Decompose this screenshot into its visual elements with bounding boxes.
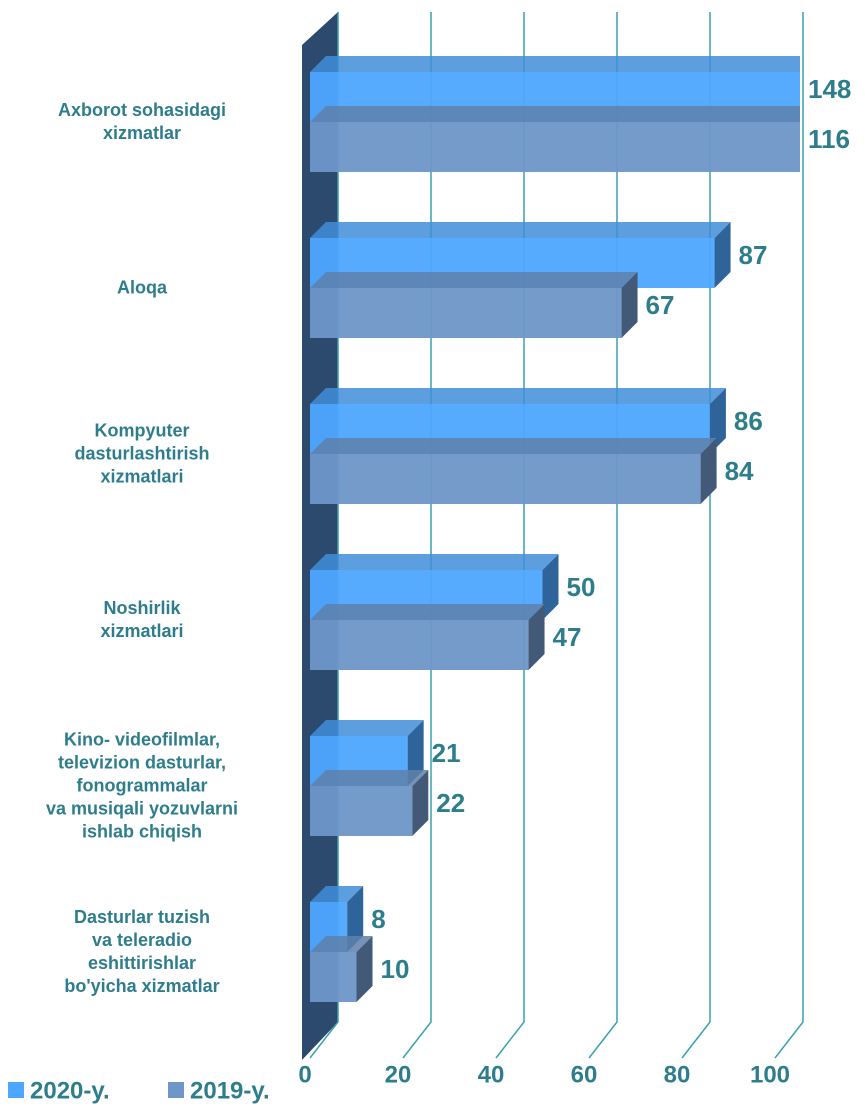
legend-label: 2019-y. <box>190 1077 270 1104</box>
bar-end <box>528 604 545 670</box>
bar-end <box>709 388 726 454</box>
grid-line <box>681 12 711 1059</box>
value-label: 50 <box>567 572 596 602</box>
grid-line <box>495 12 525 1059</box>
bar <box>310 288 622 338</box>
bar-end <box>714 222 731 288</box>
grid <box>309 12 804 1059</box>
bar-top <box>310 886 364 902</box>
value-label: 21 <box>432 738 461 768</box>
bar <box>310 786 413 836</box>
bar <box>310 620 529 670</box>
bar-top <box>310 438 717 454</box>
value-label: 116 <box>808 124 850 154</box>
value-label: 10 <box>381 954 410 984</box>
grid-line <box>402 12 432 1059</box>
bar-end <box>407 720 424 786</box>
value-label: 148 <box>808 74 851 104</box>
x-tick-label: 0 <box>298 1061 311 1088</box>
value-label: 84 <box>725 456 754 486</box>
category-label: Aloqa <box>116 277 167 298</box>
x-tick-label: 100 <box>750 1061 790 1088</box>
bar-top <box>310 770 429 786</box>
bar-top <box>310 936 373 952</box>
bar-top <box>310 222 731 238</box>
bar-end <box>849 106 865 172</box>
category-label: Noshirlik xizmatlari <box>100 598 184 641</box>
value-label: 87 <box>739 240 768 270</box>
bar-top <box>310 272 638 288</box>
legend-swatch <box>168 1082 184 1098</box>
bar-top <box>310 554 559 570</box>
bar-top <box>310 720 424 736</box>
category-label: Kompyuter dasturlashtirish xizmatlari <box>74 420 210 487</box>
bar-end <box>542 554 559 620</box>
x-tick-label: 60 <box>571 1061 598 1088</box>
grid-line <box>774 12 804 1059</box>
legend-swatch <box>8 1082 24 1098</box>
value-label: 86 <box>734 406 763 436</box>
bars <box>310 56 865 1002</box>
bar-end <box>347 886 364 952</box>
bar <box>310 952 357 1002</box>
x-tick-label: 40 <box>478 1061 505 1088</box>
value-label: 47 <box>553 622 582 652</box>
x-tick-label: 20 <box>385 1061 412 1088</box>
grid-line <box>588 12 618 1059</box>
category-label: Kino- videofilmlar, televizion dasturlar… <box>45 729 239 842</box>
bar-end <box>621 272 638 338</box>
value-label: 22 <box>436 788 465 818</box>
bar-end <box>356 936 373 1002</box>
x-tick-label: 80 <box>664 1061 691 1088</box>
value-label: 67 <box>646 290 675 320</box>
labels: 0 20 40 60 80 100 148 116 87 67 86 84 50 47 21 22 8 10 202… <box>8 74 851 1104</box>
bar-top <box>310 604 545 620</box>
bar-top <box>310 388 726 404</box>
bar <box>310 122 800 172</box>
bar-end <box>700 438 717 504</box>
bar-top <box>310 56 800 72</box>
value-label: 8 <box>371 904 385 934</box>
legend-label: 2020-y. <box>30 1077 110 1104</box>
bar-end <box>412 770 429 836</box>
bar-top <box>310 106 800 122</box>
category-label: Dasturlar tuzish va teleradio eshittiris… <box>64 907 220 996</box>
bar <box>310 454 701 504</box>
category-label: Axborot sohasidagi xizmatlar <box>57 100 227 143</box>
grid-line <box>309 12 339 1059</box>
